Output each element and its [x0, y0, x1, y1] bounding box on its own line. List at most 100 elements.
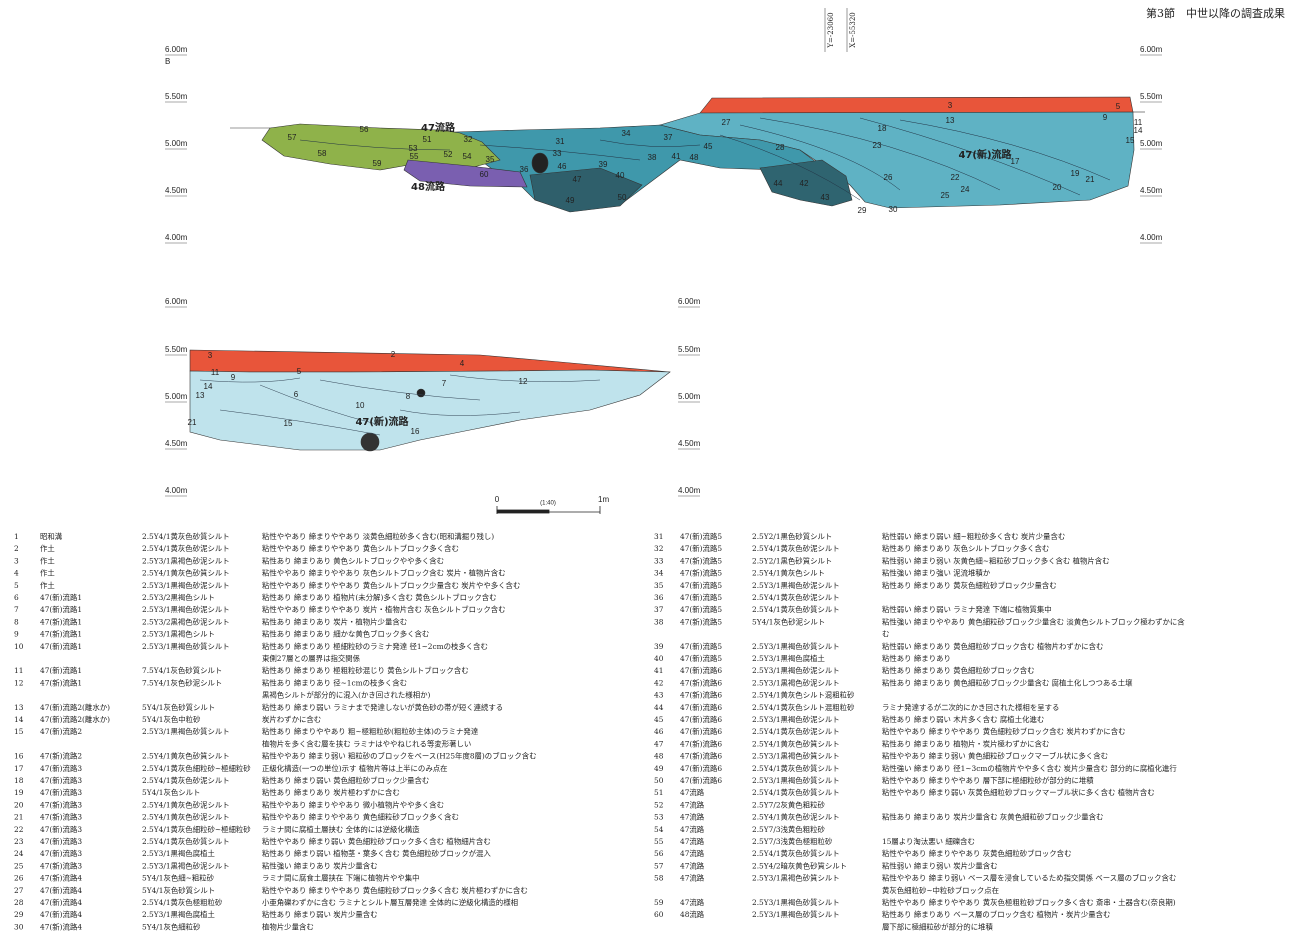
elevation-label: 4.00m — [1140, 233, 1163, 242]
scale-start: 0 — [495, 495, 500, 504]
elevation-label: 5.00m — [165, 139, 188, 148]
layer-label: 39 — [599, 160, 608, 169]
scale-ratio: (1:40) — [540, 501, 556, 507]
layer-description: 粘性ややあり 締まり弱い 黄色細粒砂ブロックマーブル状に多く含む — [882, 752, 1108, 761]
layer-description: 粘性ややあり 締まり弱い 粗粒砂のブロックをベース(H25年度8層)のブロック含… — [262, 752, 537, 761]
layer-color: 5Y4/1灰色中粒砂 — [142, 715, 201, 724]
layer-name: 47(新)流路3 — [40, 788, 82, 797]
layer-description: 粘性あり 締まりあり 炭片・植物片少量含む — [262, 617, 407, 626]
layer-description: 粘性ややあり 締まりややあり 灰黄色細粒砂ブロック含む — [882, 849, 1071, 858]
layer-label: 3 — [208, 351, 213, 360]
layer-color: 5Y4/1灰色砂質シルト — [142, 703, 215, 712]
layer-number: 34 — [654, 569, 664, 578]
layer-name: 47(新)流路6 — [680, 776, 722, 785]
layer-label: 14 — [1134, 126, 1143, 135]
layer-label: 24 — [961, 185, 970, 194]
elevation-label: 4.00m — [678, 486, 701, 495]
layer-color: 2.5Y4/2暗灰黄色砂質シルト — [752, 861, 847, 870]
layer-number: 45 — [654, 715, 664, 724]
layer-description: 粘性ややあり 締まりややあり 黄色細粒砂ブロック含む 炭片わずかに含む — [882, 727, 1126, 736]
layer-color: 2.5Y4/1黄灰色砂泥シルト — [752, 813, 840, 822]
section-header: 第3節 中世以降の調査成果 — [1146, 6, 1285, 20]
layer-description: 層下部に極細粒砂が部分的に堆積 — [882, 922, 993, 931]
layer-label: 21 — [188, 418, 197, 427]
layer-description: 粘性ややあり 締まりややあり 灰色シルトブロック含む 炭片・植物片含む — [262, 569, 506, 578]
layer-name: 47(新)流路5 — [680, 617, 722, 626]
layer-label: 53 — [409, 144, 418, 153]
layer-name: 48流路 — [680, 910, 705, 919]
layer-number: 39 — [654, 642, 664, 651]
layer-label: 44 — [774, 179, 783, 188]
scale-segment — [496, 509, 550, 514]
layer-description: 粘性強い 締まりややあり 黄色細粒砂ブロック少量含む 淡黄色シルトブロック極わず… — [882, 617, 1185, 626]
layer-color: 2.5Y2/1黒色砂質シルト — [752, 556, 832, 565]
layer-description: 黒褐色シルトが部分的に混入(かき回された様相か) — [262, 691, 430, 700]
layer-description: 粘性あり 締まりあり 植物片・炭片極わずかに含む — [882, 739, 1049, 748]
layer-number: 31 — [654, 532, 663, 541]
layer-description: 粘性あり 締まりあり 黄色細粒砂ブロック含む — [882, 666, 1035, 675]
layer-name: 47(新)流路2(離水か) — [40, 703, 110, 712]
layer-color: 2.5Y4/1黄灰色細粒砂~極細粒砂 — [142, 764, 251, 773]
layer-label: 5 — [1116, 102, 1121, 111]
layer-color: 2.5Y3/1黒褐色砂質シルト — [752, 776, 840, 785]
layer-number: 49 — [654, 764, 664, 773]
layer-number: 7 — [14, 605, 19, 614]
layer-label: 41 — [672, 152, 681, 161]
layer-color: 2.5Y7/3浅黄色極粗粒砂 — [752, 837, 833, 846]
layer-label: 57 — [288, 133, 297, 142]
layer-label: 5 — [297, 367, 302, 376]
layer-name: 47(新)流路1 — [40, 617, 82, 626]
layer-number: 41 — [654, 666, 663, 675]
layer-description: 粘性ややあり 締まりややあり 微小植物片やや多く含む — [262, 800, 444, 809]
layer-name: 47流路 — [680, 788, 705, 797]
layer-name: 47流路 — [680, 898, 705, 907]
layer-label: 2 — [391, 350, 396, 359]
layer-number: 28 — [14, 898, 24, 907]
layer-color: 2.5Y4/1黄灰色シルト混粗粒砂 — [752, 703, 855, 712]
layer-label: 46 — [558, 162, 567, 171]
layer-name: 47流路 — [680, 813, 705, 822]
layer-number: 5 — [14, 581, 19, 590]
layer-number: 42 — [654, 678, 663, 687]
layer-name: 47(新)流路3 — [40, 776, 82, 785]
layer-label: 8 — [406, 392, 411, 401]
layer-description: 粘性あり 締まりあり 炭片少量含む 灰黄色細粒砂ブロック少量含む — [882, 813, 1103, 822]
layer-description: 粘性ややあり 締まりややあり 黄色細粒砂ブロック多く含む — [262, 813, 459, 822]
layer-label: 4 — [460, 359, 465, 368]
layer-name: 47流路 — [680, 825, 705, 834]
layer-label: 40 — [616, 171, 625, 180]
layer-number: 30 — [14, 922, 24, 931]
coordinate: Y=-23060 — [827, 12, 835, 48]
layer-color: 2.5Y3/1黒褐色砂泥シルト — [142, 581, 230, 590]
layer-number: 13 — [14, 703, 24, 712]
layer-name: 47(新)流路1 — [40, 666, 82, 675]
layer-description: 粘性あり 締まりあり 極粗粒砂混じり 黄色シルトブロック含む — [262, 666, 469, 675]
lower-section — [189, 349, 671, 452]
layer-number: 43 — [654, 691, 664, 700]
layer-color: 2.5Y7/3浅黄色粗粒砂 — [752, 825, 825, 834]
layer-description: ラミナ間に腐植土層挟む 全体的には逆級化構造 — [262, 825, 420, 834]
layer-name: 47流路 — [680, 849, 705, 858]
layer-color: 2.5Y3/1黒褐色砂質シルト — [752, 898, 840, 907]
layer-color: 2.5Y4/1黄灰色砂質シルト — [142, 569, 230, 578]
elevation-label: 6.00m — [165, 297, 188, 306]
layer-name: 47(新)流路6 — [680, 764, 722, 773]
layer-description: 粘性ややあり 締まりややあり 淡黄色細粒砂多く含む(昭和溝掘り残し) — [262, 532, 494, 541]
layer-color: 2.5Y7/2灰黄色粗粒砂 — [752, 800, 825, 809]
layer-label: 28 — [776, 143, 785, 152]
layer-description: 粘性あり 締まりあり 黄色シルトブロックやや多く含む — [262, 556, 444, 565]
layer-description: 粘性あり 締まりあり 黄色細粒砂ブロック少量含む 腐植土化しつつある土壌 — [882, 678, 1133, 687]
layer-color: 7.5Y4/1灰色砂質シルト — [142, 666, 222, 675]
layer-color: 5Y4/1灰色細粒砂 — [142, 922, 201, 931]
layer-name: 47(新)流路1 — [40, 678, 82, 687]
layer-label: 60 — [480, 170, 489, 179]
channel-label: 47(新)流路 — [958, 148, 1012, 161]
layer-description: 黄灰色細粒砂~中粒砂ブロック点在 — [882, 886, 999, 895]
layer-description: 粘性あり 締まりあり 炭片極わずかに含む — [262, 788, 400, 797]
elevation-label: 6.00m — [1140, 45, 1163, 54]
coordinate: X=-55320 — [849, 12, 857, 47]
layer-label: 15 — [1126, 136, 1135, 145]
layer-description: 粘性あり 締まりあり 細かな黄色ブロック多く含む — [262, 630, 429, 639]
layer-label: 48 — [690, 153, 699, 162]
